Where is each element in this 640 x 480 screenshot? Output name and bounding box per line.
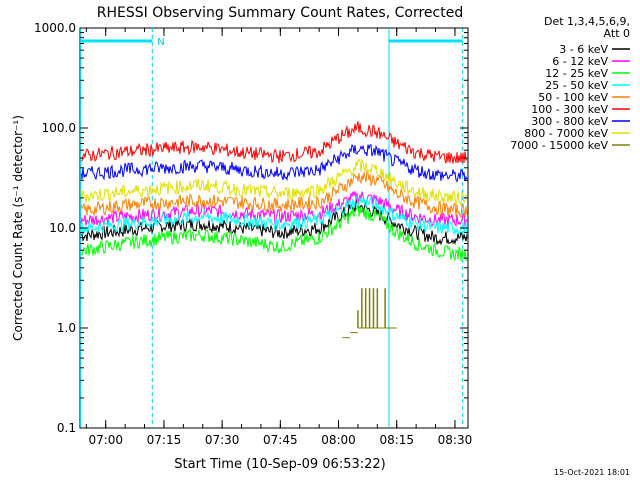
series-4 (80, 169, 468, 219)
legend-label-1: 6 - 12 keV (552, 55, 608, 68)
series-7 (80, 158, 468, 206)
series-3-line (80, 196, 468, 236)
series-5-line (80, 121, 468, 164)
x-tick-label-3: 07:45 (263, 433, 298, 447)
x-tick-label-6: 08:30 (438, 433, 473, 447)
series-2 (80, 204, 468, 262)
legend-label-2: 12 - 25 keV (545, 67, 608, 80)
series-1-line (80, 191, 468, 228)
x-tick-label-2: 07:30 (205, 433, 240, 447)
x-axis-ticks: 07:00 07:15 07:30 07:45 08:00 08:15 08:30 (85, 28, 473, 447)
x-tick-label-4: 08:00 (321, 433, 356, 447)
series-0-line (80, 198, 468, 246)
series-6-line (80, 143, 468, 183)
legend-label-7: 800 - 7000 keV (524, 127, 608, 140)
series-3 (80, 196, 468, 236)
y-axis-label: Corrected Count Rate (s⁻¹ detector⁻¹) (11, 115, 25, 341)
footer-date: 15-Oct-2021 18:01 (554, 468, 630, 477)
plot-area: 07:00 07:15 07:30 07:45 08:00 08:15 08:30 1000… (34, 21, 472, 447)
legend-label-0: 3 - 6 keV (559, 43, 608, 56)
y-tick-label-2: 10.0 (49, 221, 76, 235)
legend-header-line-1: Det 1,3,4,5,6,9, (544, 15, 630, 28)
series-7-line (80, 158, 468, 206)
series-6 (80, 143, 468, 183)
legend-label-4: 50 - 100 keV (538, 91, 608, 104)
x-tick-label-5: 08:15 (379, 433, 414, 447)
x-axis-label: Start Time (10-Sep-09 06:53:22) (174, 457, 385, 472)
legend-label-8: 7000 - 15000 keV (510, 139, 608, 152)
y-axis-ticks: 1000.0 100.0 10.0 1.0 0.1 (34, 21, 468, 435)
series-layer (80, 121, 468, 339)
series-4-line (80, 169, 468, 219)
legend-label-6: 300 - 800 keV (531, 115, 608, 128)
series-2-line (80, 204, 468, 262)
y-tick-label-1: 100.0 (42, 121, 76, 135)
legend-label-3: 25 - 50 keV (545, 79, 608, 92)
y-tick-label-0: 1000.0 (34, 21, 76, 35)
legend-header-line-2: Att 0 (604, 27, 630, 40)
legend-label-5: 100 - 300 keV (531, 103, 608, 116)
series-0 (80, 198, 468, 246)
x-tick-label-1: 07:15 (147, 433, 182, 447)
chart-title: RHESSI Observing Summary Count Rates, Co… (97, 5, 463, 21)
series-8 (342, 288, 397, 339)
night-annotation: N (157, 37, 164, 48)
series-1 (80, 191, 468, 228)
y-tick-label-4: 0.1 (57, 421, 76, 435)
x-tick-label-0: 07:00 (88, 433, 123, 447)
y-tick-label-3: 1.0 (57, 321, 76, 335)
series-5 (80, 121, 468, 164)
